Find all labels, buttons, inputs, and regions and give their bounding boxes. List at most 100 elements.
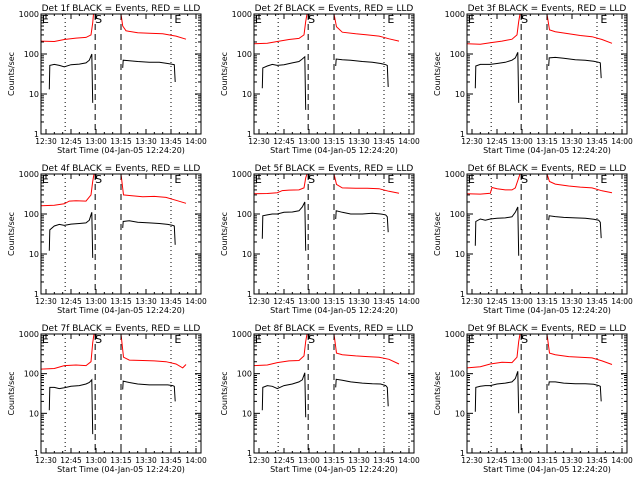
marker-label-E: E bbox=[600, 173, 607, 186]
panel-title: Det 6f BLACK = Events, RED = LLD bbox=[468, 164, 627, 174]
events-curve-after bbox=[122, 220, 176, 245]
x-tick-label: 13:45 bbox=[586, 137, 608, 146]
x-tick-label: 13:15 bbox=[323, 137, 345, 146]
events-curve-after bbox=[548, 381, 602, 402]
y-tick-label: 1000 bbox=[19, 10, 39, 19]
y-tick-label: 10 bbox=[29, 250, 39, 259]
marker-label-E: E bbox=[468, 333, 475, 346]
x-axis-label: Start Time (04-Jan-05 12:24:20) bbox=[483, 306, 611, 315]
marker-label-E: E bbox=[174, 333, 181, 346]
x-tick-label: 12:45 bbox=[273, 297, 295, 306]
marker-label-E: E bbox=[468, 173, 475, 186]
y-tick-label: 1 bbox=[460, 130, 465, 139]
panel-title: Det 7f BLACK = Events, RED = LLD bbox=[42, 324, 201, 334]
marker-label-E: E bbox=[387, 333, 394, 346]
events-curve-before bbox=[48, 53, 94, 103]
x-tick-label: 13:00 bbox=[298, 456, 320, 465]
panel-6: Det 6f BLACK = Events, RED = LLD 1 10 100 10… bbox=[433, 164, 633, 315]
y-tick-label: 1 bbox=[247, 290, 252, 299]
x-tick-label: 14:00 bbox=[611, 137, 633, 146]
y-tick-label: 10 bbox=[455, 409, 465, 418]
x-tick-label: 12:45 bbox=[486, 137, 508, 146]
x-tick-label: 13:30 bbox=[135, 137, 157, 146]
y-axis-label: Counts/sec bbox=[433, 371, 442, 415]
x-tick-label: 13:15 bbox=[323, 297, 345, 306]
y-tick-label: 100 bbox=[24, 210, 39, 219]
x-tick-label: 13:30 bbox=[561, 456, 583, 465]
x-tick-label: 12:45 bbox=[273, 137, 295, 146]
lld-curve-before bbox=[41, 334, 95, 370]
y-tick-label: 100 bbox=[24, 50, 39, 59]
x-tick-label: 12:30 bbox=[35, 137, 57, 146]
y-tick-label: 10 bbox=[29, 90, 39, 99]
x-tick-label: 12:30 bbox=[461, 297, 483, 306]
x-tick-label: 13:30 bbox=[135, 456, 157, 465]
y-axis-label: Counts/sec bbox=[7, 212, 16, 256]
panel-5: Det 5f BLACK = Events, RED = LLD 1 10 100 10… bbox=[220, 164, 420, 315]
x-tick-label: 13:45 bbox=[160, 456, 182, 465]
marker-label-S: S bbox=[521, 173, 528, 186]
y-tick-label: 1 bbox=[460, 290, 465, 299]
lld-curve-after bbox=[333, 334, 400, 365]
x-tick-label: 13:00 bbox=[85, 456, 107, 465]
x-tick-label: 12:45 bbox=[273, 456, 295, 465]
panel-title: Det 2f BLACK = Events, RED = LLD bbox=[255, 4, 414, 14]
x-tick-label: 13:45 bbox=[586, 297, 608, 306]
x-tick-label: 14:00 bbox=[611, 456, 633, 465]
marker-label-E: E bbox=[42, 13, 49, 26]
x-axis-label: Start Time (04-Jan-05 12:24:20) bbox=[483, 146, 611, 155]
x-tick-label: 12:30 bbox=[461, 456, 483, 465]
x-tick-label: 12:30 bbox=[461, 137, 483, 146]
x-tick-label: 12:30 bbox=[248, 456, 270, 465]
x-tick-label: 13:00 bbox=[511, 137, 533, 146]
events-curve-before bbox=[261, 372, 307, 418]
x-tick-label: 13:00 bbox=[298, 137, 320, 146]
x-tick-label: 13:45 bbox=[160, 297, 182, 306]
events-curve-before bbox=[474, 52, 520, 103]
events-curve-before bbox=[48, 212, 94, 258]
y-tick-label: 10 bbox=[29, 409, 39, 418]
x-tick-label: 13:30 bbox=[348, 297, 370, 306]
x-axis-label: Start Time (04-Jan-05 12:24:20) bbox=[57, 465, 185, 474]
marker-label-E: E bbox=[468, 13, 475, 26]
y-axis-label: Counts/sec bbox=[220, 212, 229, 256]
x-tick-label: 14:00 bbox=[398, 297, 420, 306]
x-tick-label: 13:30 bbox=[135, 297, 157, 306]
y-tick-label: 100 bbox=[450, 370, 465, 379]
y-tick-label: 1000 bbox=[19, 170, 39, 179]
x-tick-label: 12:30 bbox=[35, 297, 57, 306]
lld-curve-before bbox=[41, 14, 94, 43]
marker-label-S: S bbox=[521, 13, 528, 26]
x-tick-label: 14:00 bbox=[398, 456, 420, 465]
y-tick-label: 1 bbox=[34, 130, 39, 139]
events-curve-after bbox=[335, 210, 389, 233]
x-tick-label: 13:00 bbox=[85, 297, 107, 306]
y-axis-label: Counts/sec bbox=[7, 371, 16, 415]
lld-curve-after bbox=[546, 14, 613, 44]
marker-label-S: S bbox=[308, 333, 315, 346]
x-tick-label: 12:45 bbox=[486, 456, 508, 465]
lld-curve-after bbox=[546, 334, 613, 365]
events-curve-before bbox=[261, 201, 307, 251]
x-tick-label: 13:00 bbox=[298, 297, 320, 306]
lld-curve-after bbox=[333, 174, 400, 194]
panel-title: Det 1f BLACK = Events, RED = LLD bbox=[42, 4, 201, 14]
y-tick-label: 1 bbox=[34, 290, 39, 299]
x-axis-label: Start Time (04-Jan-05 12:24:20) bbox=[270, 306, 398, 315]
x-tick-label: 13:15 bbox=[536, 297, 558, 306]
y-tick-label: 10 bbox=[242, 250, 252, 259]
panel-1: Det 1f BLACK = Events, RED = LLD 1 10 100 10… bbox=[7, 4, 207, 155]
events-curve-before bbox=[48, 378, 94, 435]
y-tick-label: 1 bbox=[34, 449, 39, 458]
x-tick-label: 12:45 bbox=[486, 297, 508, 306]
y-tick-label: 100 bbox=[237, 370, 252, 379]
x-tick-label: 13:30 bbox=[348, 456, 370, 465]
events-curve-after bbox=[122, 59, 176, 83]
x-tick-label: 14:00 bbox=[185, 456, 207, 465]
lld-curve-before bbox=[254, 174, 308, 195]
y-tick-label: 10 bbox=[242, 409, 252, 418]
y-axis-label: Counts/sec bbox=[433, 212, 442, 256]
x-tick-label: 14:00 bbox=[185, 137, 207, 146]
events-curve-before bbox=[261, 55, 307, 110]
events-curve-after bbox=[548, 215, 602, 239]
